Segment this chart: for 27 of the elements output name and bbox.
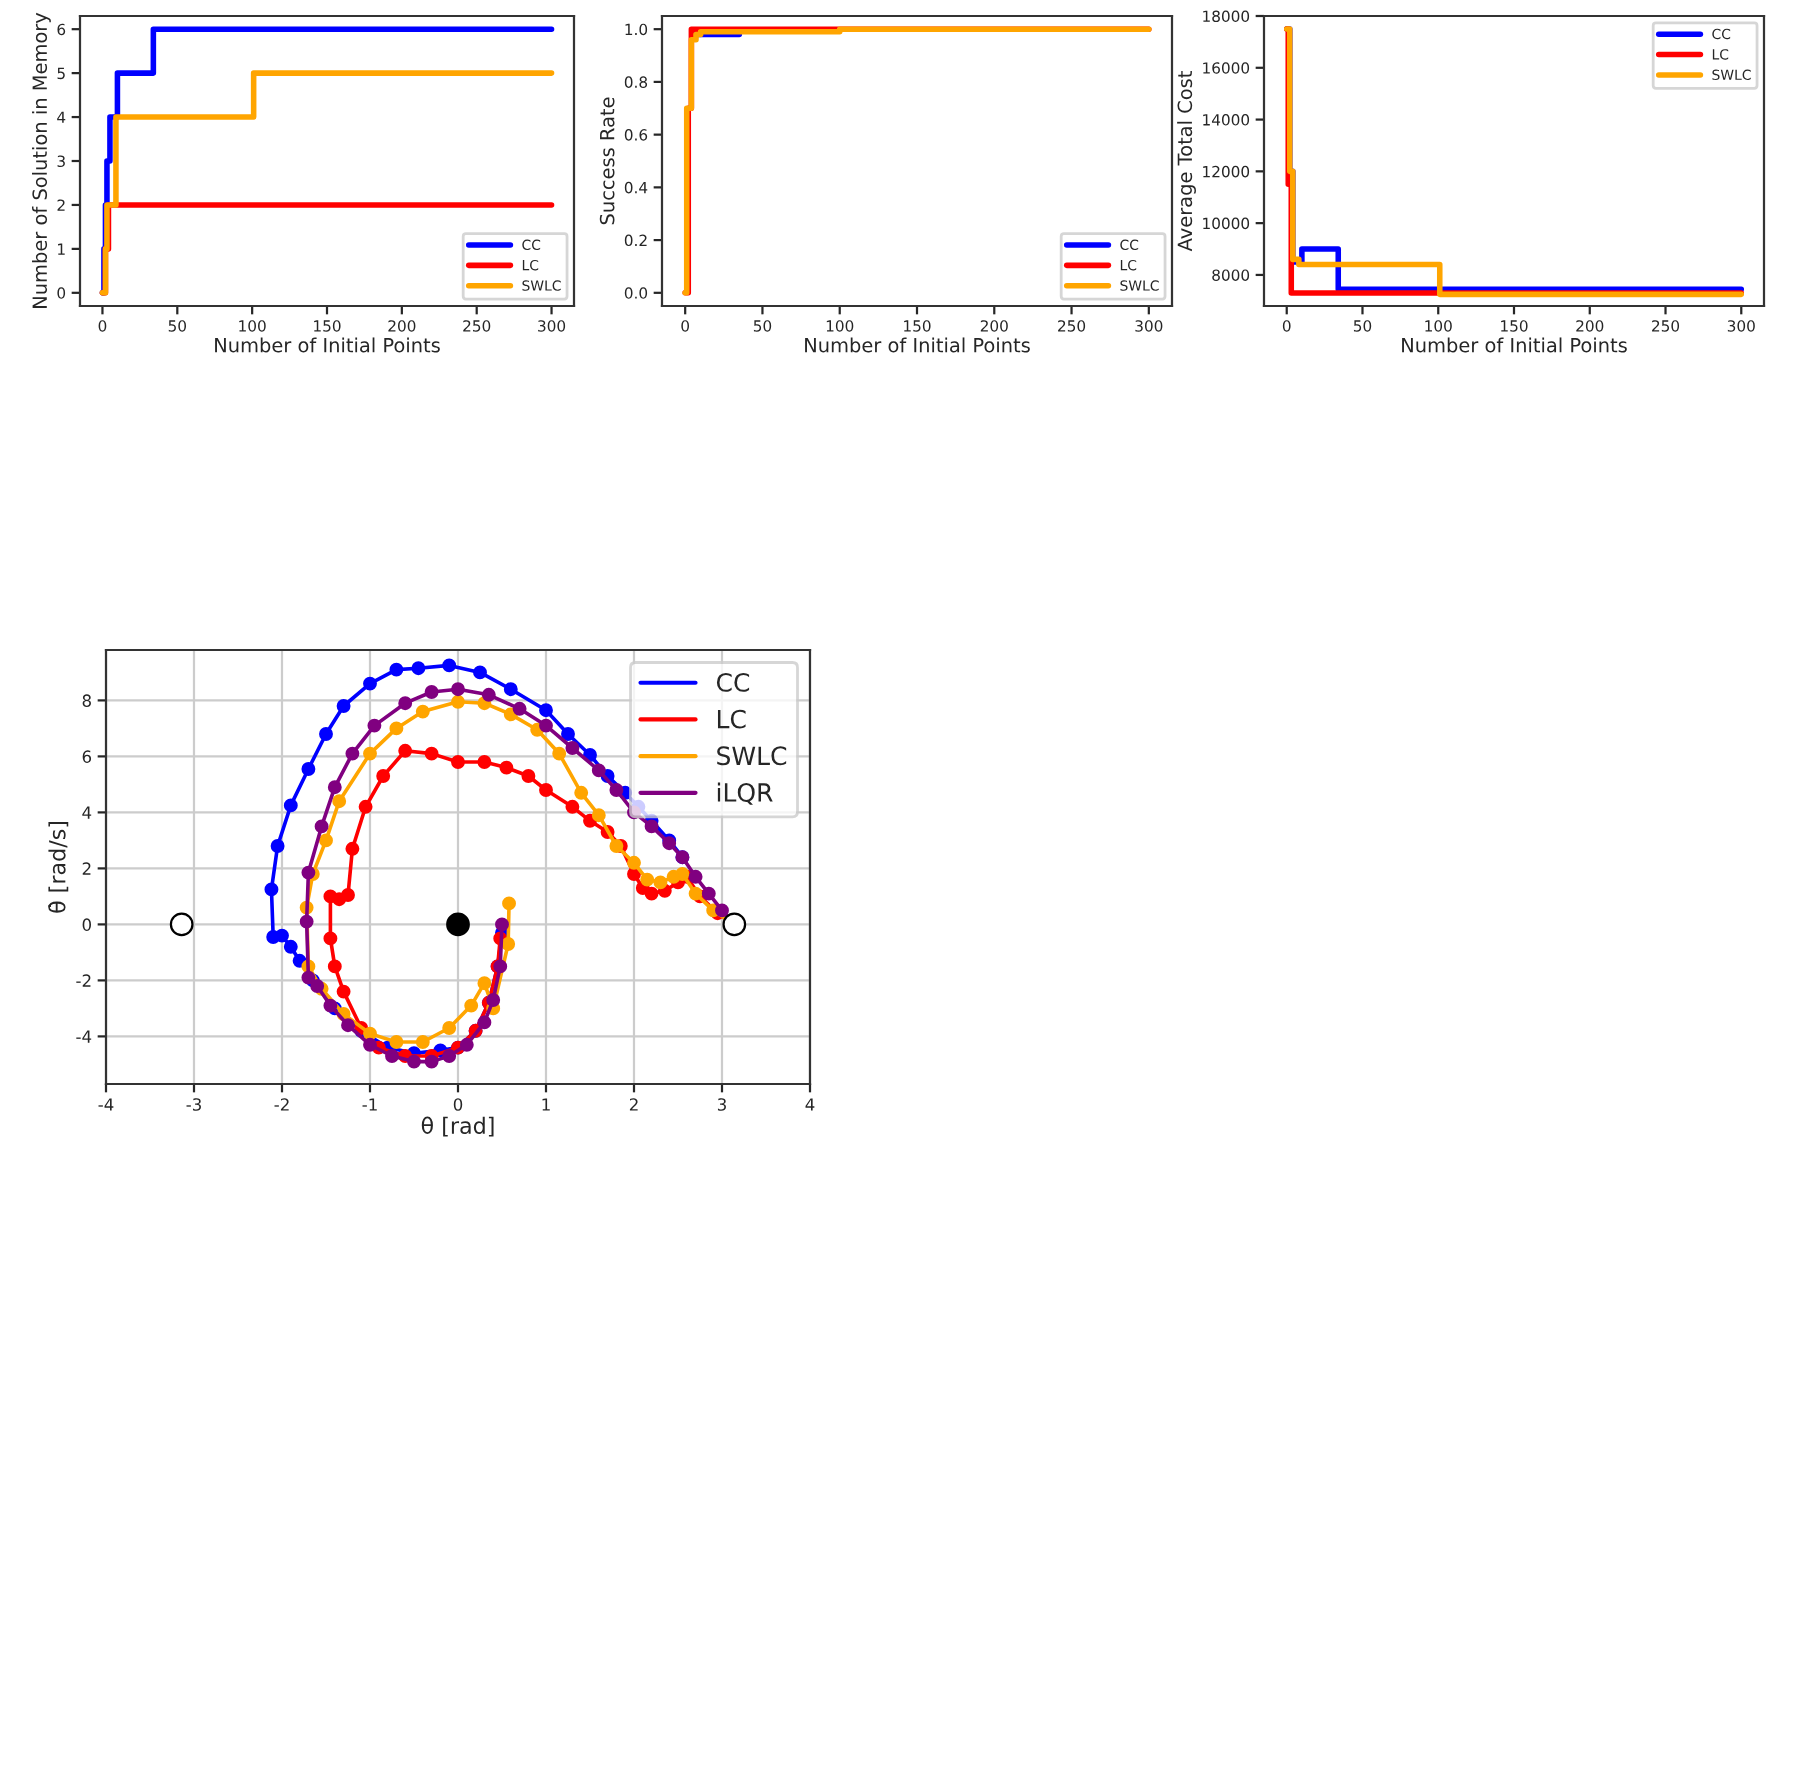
x-tick-label: -1 (362, 1098, 377, 1111)
legend-label: SWLC (717, 746, 787, 766)
y-axis-title: Success Rate (599, 97, 615, 225)
y-axis-title: Number of Solution in Memory (32, 12, 51, 308)
x-axis-title: Number of Initial Points (1402, 337, 1627, 353)
x-axis-title: Number of Initial Points (215, 337, 440, 353)
y-tick-label: -4 (76, 1030, 92, 1043)
x-tick-label: -2 (274, 1098, 289, 1111)
y-axis-title: Average Total Cost (1177, 71, 1196, 252)
x-tick-label: 1 (542, 1098, 550, 1111)
x-axis-title: Number of Initial Points (805, 337, 1030, 353)
legend-label: CC (716, 672, 750, 692)
x-tick-label: -4 (98, 1098, 114, 1111)
x-axis-title: θ [rad] (421, 1116, 494, 1137)
legend-label: LC (717, 709, 746, 729)
x-tick-label: 4 (805, 1098, 815, 1111)
x-tick-label: -3 (186, 1098, 201, 1111)
y-tick-label: -2 (76, 974, 91, 987)
y-tick-label: 8 (82, 694, 91, 707)
y-tick-label: 2 (82, 862, 91, 875)
y-tick-label: 4 (82, 806, 92, 819)
y-tick-label: 0 (82, 918, 91, 931)
y-axis-title: θ̇ [rad/s] (48, 821, 69, 913)
x-tick-label: 3 (717, 1098, 726, 1111)
x-tick-label: 0 (453, 1098, 463, 1111)
y-tick-label: 6 (82, 750, 92, 763)
legend-label: iLQR (717, 782, 773, 805)
